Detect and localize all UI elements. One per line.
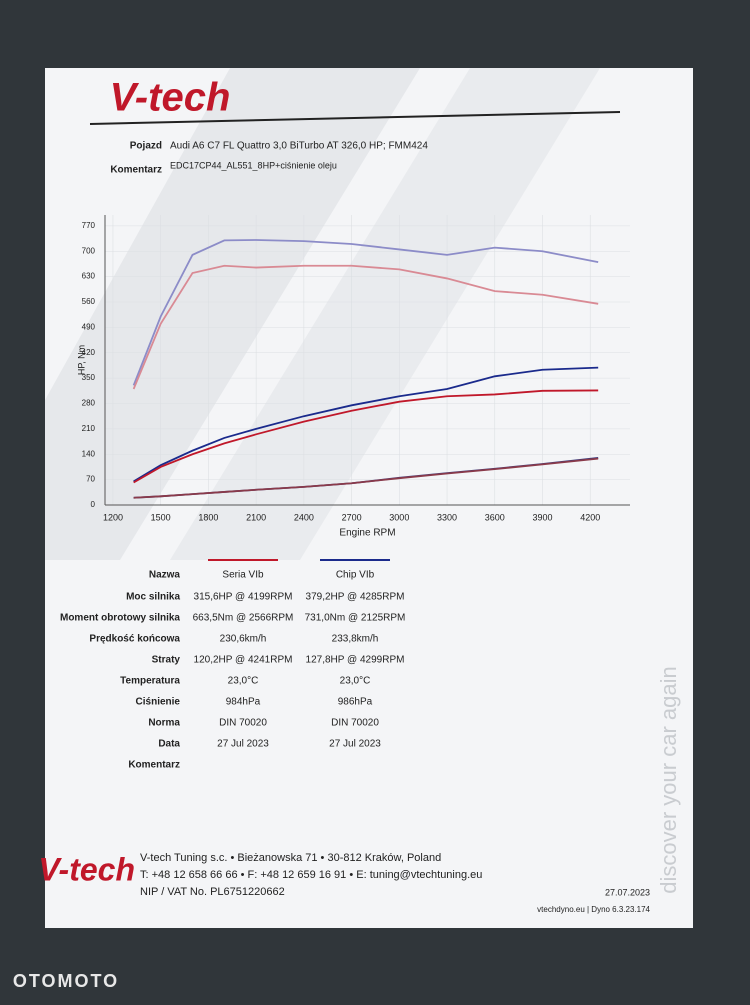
table-label: Moment obrotowy silnika	[60, 613, 180, 624]
x-tick-label: 2100	[246, 512, 266, 522]
table-cell: 23,0°C	[228, 676, 259, 687]
table-cell: 27 Jul 2023	[217, 739, 269, 750]
table-cell: 23,0°C	[340, 676, 371, 687]
x-tick-label: 2400	[294, 512, 314, 522]
slogan: discover your car again	[656, 666, 681, 893]
y-tick-label: 630	[82, 272, 96, 281]
decor	[45, 68, 420, 560]
table-label: Ciśnienie	[136, 697, 181, 708]
x-tick-label: 2700	[342, 512, 362, 522]
table-cell: 230,6km/h	[220, 634, 267, 645]
table-label: Temperatura	[120, 676, 180, 687]
table-label: Data	[158, 739, 180, 750]
x-tick-label: 1200	[103, 512, 123, 522]
legend-label: Seria VIb	[222, 570, 264, 581]
logo: V-tech	[38, 851, 135, 887]
series-line	[133, 366, 599, 483]
x-tick-label: 4200	[580, 512, 600, 522]
y-tick-label: 0	[91, 500, 96, 509]
y-tick-label: 140	[82, 449, 96, 458]
x-tick-label: 3900	[532, 512, 552, 522]
y-axis-label: HP, Nm	[76, 345, 86, 375]
footer-line: V-tech Tuning s.c. • Bieżanowska 71 • 30…	[140, 852, 441, 864]
table-cell: 986hPa	[338, 697, 373, 708]
value: EDC17CP44_AL551_8HP+ciśnienie oleju	[170, 160, 337, 170]
table-label: Nazwa	[149, 570, 181, 581]
legend-label: Chip VIb	[336, 570, 375, 581]
footer-line: T: +48 12 658 66 66 • F: +48 12 659 16 9…	[140, 869, 482, 881]
value: Audi A6 C7 FL Quattro 3,0 BiTurbo AT 326…	[170, 141, 428, 152]
y-tick-label: 700	[82, 246, 96, 255]
x-tick-label: 1500	[151, 512, 171, 522]
table-cell: 233,8km/h	[332, 634, 379, 645]
table-label: Norma	[148, 718, 180, 729]
x-tick-label: 1800	[198, 512, 218, 522]
table-cell: 27 Jul 2023	[329, 739, 381, 750]
y-tick-label: 210	[82, 424, 96, 433]
series-line	[133, 457, 599, 499]
x-tick-label: 3600	[485, 512, 505, 522]
table-cell: 315,6HP @ 4199RPM	[194, 592, 293, 603]
y-tick-label: 280	[82, 399, 96, 408]
logo: V-tech	[110, 76, 231, 120]
table-cell: 663,5Nm @ 2566RPM	[193, 613, 294, 624]
table-label: Prędkość końcowa	[89, 634, 180, 645]
table-cell: 379,2HP @ 4285RPM	[306, 592, 405, 603]
footer-site: vtechdyno.eu | Dyno 6.3.23.174	[537, 905, 650, 914]
x-tick-label: 3000	[389, 512, 409, 522]
table-cell: 120,2HP @ 4241RPM	[194, 655, 293, 666]
table-cell: DIN 70020	[331, 718, 379, 729]
y-tick-label: 70	[86, 475, 95, 484]
watermark: OTOMOTO	[13, 971, 119, 991]
y-tick-label: 490	[82, 322, 96, 331]
y-tick-label: 560	[82, 297, 96, 306]
decor	[170, 68, 600, 560]
series-line	[133, 389, 599, 484]
series-line	[132, 239, 599, 386]
x-axis-label: Engine RPM	[339, 528, 395, 539]
table-cell: 127,8HP @ 4299RPM	[306, 655, 405, 666]
table-label: Moc silnika	[126, 592, 180, 603]
x-tick-label: 3300	[437, 512, 457, 522]
table-cell: 984hPa	[226, 697, 261, 708]
series-line	[132, 264, 599, 390]
table-label: Komentarz	[128, 760, 180, 771]
footer-date: 27.07.2023	[605, 887, 650, 897]
table-cell: 731,0Nm @ 2125RPM	[305, 613, 406, 624]
table-cell: DIN 70020	[219, 718, 267, 729]
label: Komentarz	[110, 165, 162, 176]
y-tick-label: 350	[82, 373, 96, 382]
y-tick-label: 770	[82, 221, 96, 230]
table-label: Straty	[152, 655, 181, 666]
footer-line: NIP / VAT No. PL6751220662	[140, 886, 285, 898]
rule	[89, 111, 621, 125]
y-tick-label: 420	[82, 348, 96, 357]
label: Pojazd	[130, 141, 162, 152]
